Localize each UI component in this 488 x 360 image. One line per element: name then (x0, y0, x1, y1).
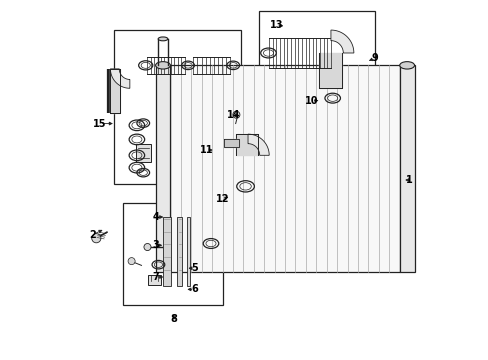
Bar (136, 144, 151, 162)
Text: 11: 11 (200, 145, 213, 155)
Circle shape (92, 234, 101, 243)
Polygon shape (330, 30, 353, 53)
Circle shape (143, 243, 151, 251)
Polygon shape (236, 134, 257, 155)
Text: 12: 12 (215, 194, 229, 204)
Polygon shape (224, 139, 238, 147)
Polygon shape (110, 69, 120, 113)
Text: 1: 1 (406, 175, 412, 185)
Text: 2: 2 (89, 230, 96, 240)
Text: 6: 6 (191, 284, 197, 294)
Text: 8: 8 (170, 314, 177, 324)
Bar (122, 203, 223, 305)
Text: 4: 4 (152, 212, 159, 222)
Text: 5: 5 (191, 263, 197, 273)
Polygon shape (247, 134, 269, 155)
Text: 13: 13 (269, 20, 283, 30)
Text: 15: 15 (93, 118, 106, 129)
Ellipse shape (399, 62, 414, 69)
Bar (170, 66, 399, 272)
Ellipse shape (155, 62, 170, 69)
Bar (155, 66, 170, 272)
Bar (177, 217, 182, 286)
Circle shape (128, 258, 135, 265)
Polygon shape (110, 69, 130, 88)
Text: 7: 7 (152, 272, 159, 282)
Bar (399, 66, 414, 272)
Bar (186, 217, 190, 286)
Polygon shape (318, 53, 341, 88)
Ellipse shape (158, 37, 167, 41)
Text: 10: 10 (304, 96, 318, 105)
Bar (163, 217, 171, 286)
Text: 14: 14 (226, 110, 240, 120)
Bar (147, 275, 160, 285)
Text: 9: 9 (371, 53, 378, 63)
Circle shape (232, 111, 240, 118)
Text: 3: 3 (152, 240, 159, 250)
Bar (258, 11, 374, 113)
Bar (114, 30, 241, 184)
Bar (214, 108, 286, 190)
